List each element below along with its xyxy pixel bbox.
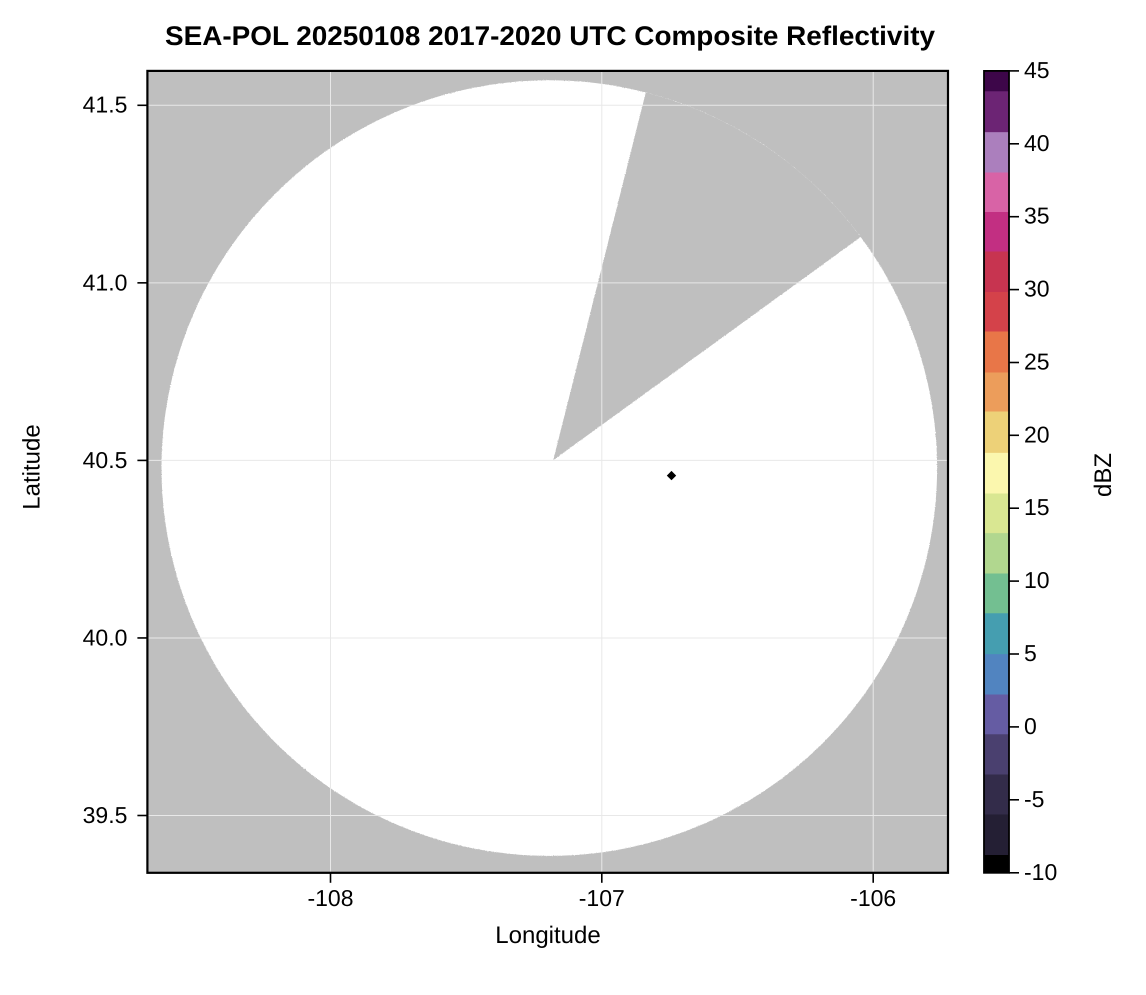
- svg-text:-108: -108: [307, 885, 353, 911]
- svg-text:5: 5: [1024, 640, 1037, 666]
- svg-text:0: 0: [1024, 713, 1037, 739]
- svg-text:-106: -106: [850, 885, 896, 911]
- svg-text:35: 35: [1024, 203, 1050, 229]
- svg-text:45: 45: [1024, 57, 1050, 83]
- svg-text:20: 20: [1024, 421, 1050, 447]
- svg-text:41.5: 41.5: [83, 92, 128, 118]
- svg-text:40.5: 40.5: [83, 447, 128, 473]
- svg-text:dBZ: dBZ: [1090, 453, 1117, 497]
- svg-text:-107: -107: [579, 885, 625, 911]
- svg-text:39.5: 39.5: [83, 802, 128, 828]
- svg-text:15: 15: [1024, 494, 1050, 520]
- svg-text:40.0: 40.0: [83, 624, 128, 650]
- svg-text:Longitude: Longitude: [495, 922, 600, 949]
- svg-text:SEA-POL 20250108 2017-2020 UTC: SEA-POL 20250108 2017-2020 UTC Composite…: [165, 21, 935, 51]
- svg-text:Latitude: Latitude: [19, 424, 46, 509]
- svg-text:-10: -10: [1024, 859, 1057, 885]
- svg-text:30: 30: [1024, 276, 1050, 302]
- svg-text:25: 25: [1024, 349, 1050, 375]
- svg-text:10: 10: [1024, 567, 1050, 593]
- svg-text:41.0: 41.0: [83, 269, 128, 295]
- svg-text:40: 40: [1024, 130, 1050, 156]
- svg-text:-5: -5: [1024, 786, 1044, 812]
